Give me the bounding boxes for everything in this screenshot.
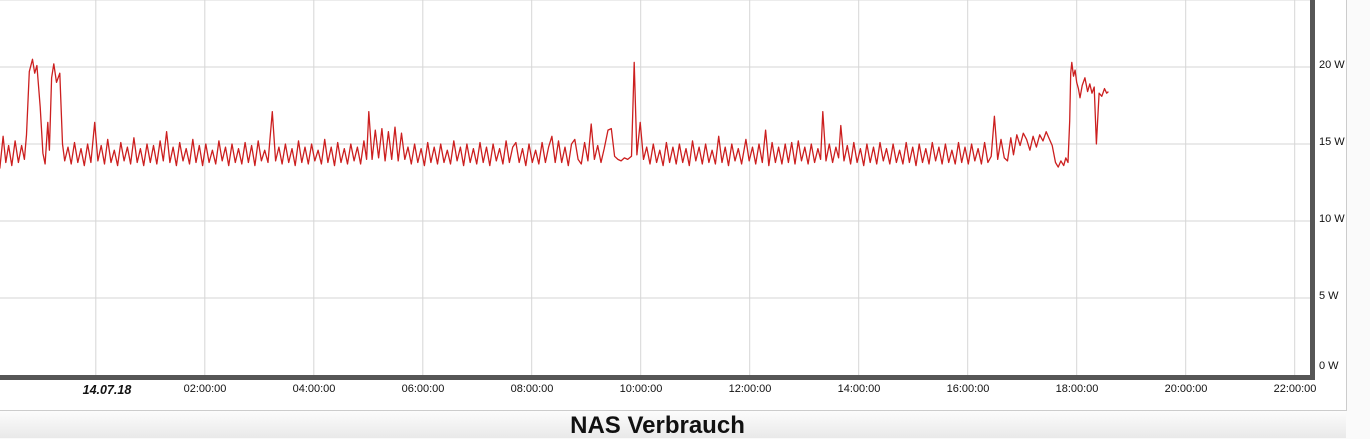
consumption-line-chart [0, 0, 1310, 375]
plot-top-edge [0, 0, 1315, 1]
page-right-margin [1347, 0, 1370, 438]
chart-title: NAS Verbrauch [570, 412, 745, 439]
x-axis-tick-label: 04:00:00 [292, 383, 336, 395]
x-axis-tick-label: 10:00:00 [619, 383, 663, 395]
x-axis-tick-label: 18:00:00 [1055, 383, 1099, 395]
x-axis-tick-label: 22:00:00 [1273, 383, 1317, 395]
y-axis-tick-label: 20 W [1319, 59, 1345, 71]
x-axis-tick-label: 06:00:00 [401, 383, 445, 395]
x-axis-tick-label: 12:00:00 [728, 383, 772, 395]
plot-area [0, 0, 1315, 380]
y-axis-tick-label: 0 W [1319, 360, 1339, 372]
x-axis-tick-label: 08:00:00 [510, 383, 554, 395]
x-axis-tick-label: 14:00:00 [837, 383, 881, 395]
y-axis-tick-label: 15 W [1319, 136, 1345, 148]
x-axis: 14.07.18 02:00:00 04:00:00 06:00:00 08:00:00… [0, 381, 1346, 399]
x-axis-tick-label: 20:00:00 [1164, 383, 1208, 395]
chart-title-bar: NAS Verbrauch [0, 411, 1346, 439]
x-axis-date-label: 14.07.18 [82, 383, 132, 397]
chart-card: 0 W 5 W 10 W 15 W 20 W 14.07.18 02:00:00 04:00… [0, 0, 1347, 411]
power-series-line [0, 58, 1109, 169]
x-axis-tick-label: 02:00:00 [183, 383, 227, 395]
y-axis-tick-label: 5 W [1319, 290, 1339, 302]
y-axis-tick-label: 10 W [1319, 213, 1345, 225]
x-axis-tick-label: 16:00:00 [946, 383, 990, 395]
